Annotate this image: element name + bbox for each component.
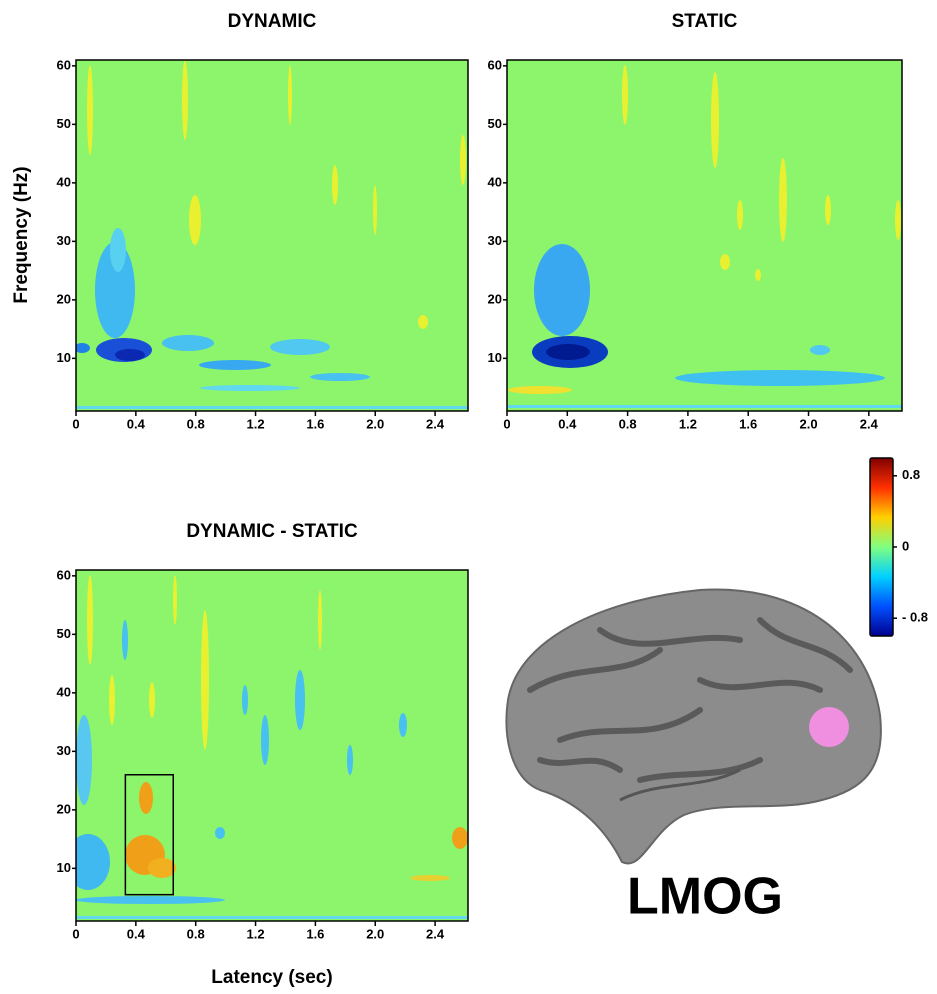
y-tick-label: 40 bbox=[57, 684, 71, 699]
panel-title: DYNAMIC bbox=[228, 11, 317, 32]
highlight-box bbox=[124, 774, 175, 896]
heatmap-image bbox=[76, 570, 468, 921]
y-tick-label: 60 bbox=[57, 57, 71, 72]
y-tick-label: 10 bbox=[488, 350, 502, 365]
y-tick-label: 50 bbox=[57, 626, 71, 641]
brain-surface bbox=[505, 588, 882, 865]
x-tick-label: 1.6 bbox=[739, 416, 757, 431]
x-tick-label: 1.6 bbox=[306, 926, 324, 941]
colorbar bbox=[869, 457, 894, 637]
panel-title: STATIC bbox=[672, 11, 738, 32]
y-tick-label: 30 bbox=[57, 233, 71, 248]
y-tick-label: 40 bbox=[488, 174, 502, 189]
heatmap-image bbox=[507, 60, 902, 411]
region-label: LMOG bbox=[627, 868, 783, 926]
x-tick-label: 0 bbox=[72, 926, 79, 941]
x-tick-label: 0.4 bbox=[127, 926, 146, 941]
x-axis-label: Latency (sec) bbox=[211, 967, 332, 988]
y-tick-label: 50 bbox=[488, 116, 502, 131]
x-tick-label: 2.0 bbox=[799, 416, 817, 431]
x-tick-label: 0.4 bbox=[558, 416, 577, 431]
y-tick-label: 60 bbox=[488, 57, 502, 72]
colorbar-tick-label: 0.8 bbox=[902, 467, 920, 482]
x-tick-label: 0.8 bbox=[619, 416, 637, 431]
x-tick-label: 2.4 bbox=[860, 416, 879, 431]
y-tick-label: 30 bbox=[488, 233, 502, 248]
y-tick-label: 50 bbox=[57, 116, 71, 131]
x-tick-label: 1.6 bbox=[306, 416, 324, 431]
x-tick-label: 2.0 bbox=[366, 416, 384, 431]
colorbar-tick-label: 0 bbox=[902, 538, 909, 553]
y-tick-label: 20 bbox=[57, 801, 71, 816]
x-tick-label: 0.8 bbox=[187, 416, 205, 431]
panel-title: DYNAMIC - STATIC bbox=[186, 521, 358, 542]
y-tick-label: 10 bbox=[57, 860, 71, 875]
y-tick-label: 60 bbox=[57, 567, 71, 582]
y-tick-label: 20 bbox=[57, 291, 71, 306]
plot-frame bbox=[506, 59, 903, 412]
x-tick-label: 0 bbox=[72, 416, 79, 431]
plot-frame bbox=[75, 569, 469, 922]
y-tick-label: 10 bbox=[57, 350, 71, 365]
x-tick-label: 1.2 bbox=[247, 926, 265, 941]
y-tick-label: 40 bbox=[57, 174, 71, 189]
x-tick-label: 2.4 bbox=[426, 926, 445, 941]
heatmap-image bbox=[76, 60, 468, 411]
plot-frame bbox=[75, 59, 469, 412]
x-tick-label: 2.4 bbox=[426, 416, 445, 431]
x-tick-label: 0.8 bbox=[187, 926, 205, 941]
x-tick-label: 0.4 bbox=[127, 416, 146, 431]
y-axis-label: Frequency (Hz) bbox=[11, 166, 32, 303]
x-tick-label: 1.2 bbox=[679, 416, 697, 431]
colorbar-tick-label: - 0.8 bbox=[902, 610, 928, 625]
y-tick-label: 30 bbox=[57, 743, 71, 758]
x-tick-label: 1.2 bbox=[247, 416, 265, 431]
y-tick-label: 20 bbox=[488, 291, 502, 306]
x-tick-label: 0 bbox=[503, 416, 510, 431]
x-tick-label: 2.0 bbox=[366, 926, 384, 941]
